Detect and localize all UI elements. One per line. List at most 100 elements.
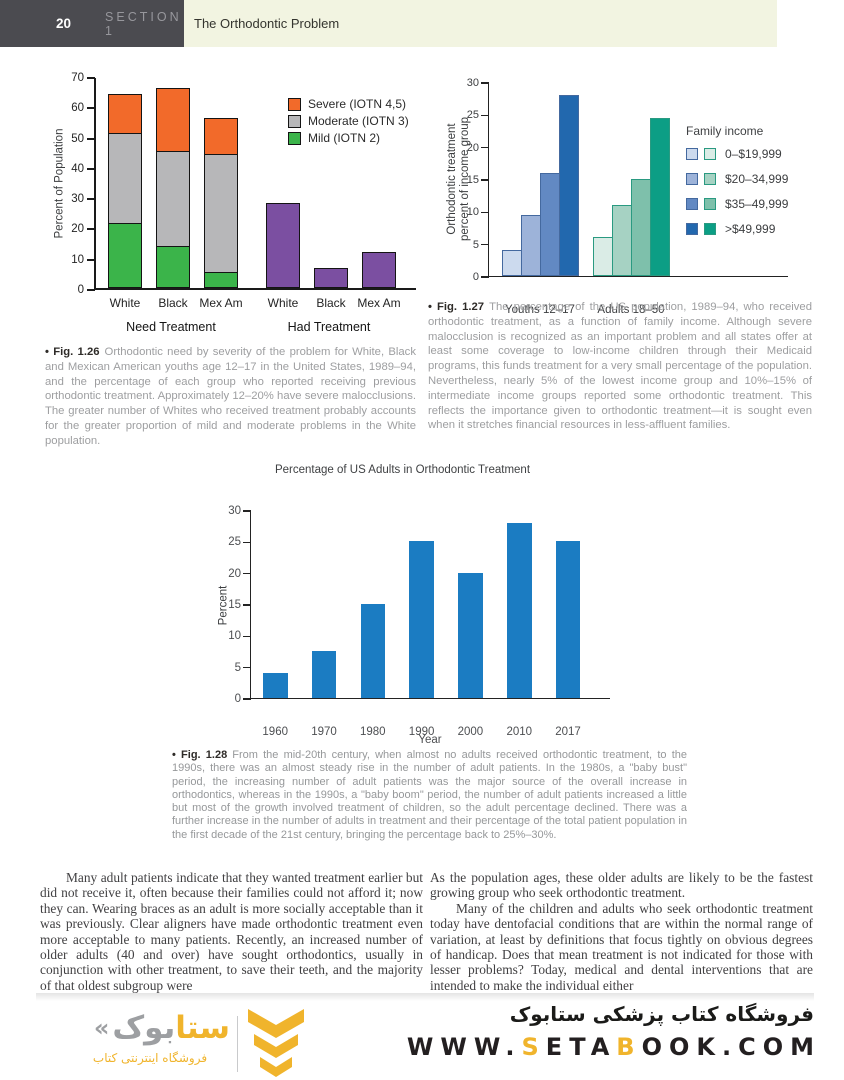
fig128-bar [507,522,532,698]
fig127-group-label: Youths 12–17 [505,304,575,316]
fig128-y-tick-label: 0 [234,693,241,705]
fig126-legend-item: Mild (IOTN 2) [288,131,409,145]
fig128-y-tick-label: 15 [228,599,241,611]
fig128-y-tick [243,510,251,512]
fig126-y-tick-label: 50 [71,132,84,145]
fig127-legend-item: $20–34,999 [686,172,788,186]
fig127-bar [593,237,613,276]
fig128-x-tick-label: 2000 [457,726,484,738]
fig126-legend-item: Moderate (IOTN 3) [288,114,409,128]
fig127-y-tick-label: 10 [466,206,479,219]
fig127-legend-label: 0–$19,999 [725,147,782,161]
fig128-bar [311,651,337,698]
fig127-legend-swatch-green [704,148,716,160]
fig128-plot-area: Percent 0 5 10 15 20 25 30 1960 1970 1980 1990 2000… [218,505,610,738]
fig126-bar-segment [314,268,348,288]
fig127-y-tick-label: 5 [472,238,479,251]
fig126-y-tick-label: 10 [71,253,84,266]
header-page-block: 20 SECTION 1 [0,0,184,47]
fig127-legend-swatch-green [704,223,716,235]
fig128-y-tick [243,635,251,638]
fig126-caption-text: Orthodontic need by severity of the prob… [45,346,416,447]
fig127-legend-swatch-blue [686,173,698,185]
page-cut-shadow [36,993,814,1001]
fig127-legend-title: Family income [686,124,764,138]
fig127-legend-label: >$49,999 [725,222,776,236]
fig128-y-tick [243,666,251,669]
website-letter-group: OOK.COM [641,1033,821,1061]
fig126-legend-label: Moderate (IOTN 3) [308,114,409,128]
fig128-x-tick-label: 1960 [262,726,288,738]
website-letter-group: S [521,1033,546,1061]
fig127-y-tick-label: 30 [466,77,479,89]
fig127-y-tick-label: 15 [466,174,479,186]
fig126-x-category-label: White [267,296,299,310]
fig126-bar [108,94,142,289]
fig126-bar-segment [362,251,396,288]
section-label: SECTION 1 [105,9,182,38]
fig127-bar [631,179,651,276]
fig128-y-tick-label: 5 [234,661,241,674]
fig128-x-tick-label: 1990 [408,726,435,738]
fig126-x-category-label: Mex Am [199,296,243,310]
fig127-y-tick [481,243,489,246]
fig126-x-category-label: Mex Am [357,296,401,310]
footer-tagline: فروشگاه کتاب پزشکی ستابوک [509,1002,814,1026]
fig127-bar [612,204,632,276]
fig128-caption-label: • Fig. 1.28 [172,749,228,761]
fig126-y-tick [87,137,95,140]
fig126-y-tick-label: 40 [71,162,84,175]
fig128-y-tick-label: 10 [228,630,241,643]
fig126-group-label-need-treatment: Need Treatment [126,320,216,334]
fig128-x-tick-label: 2010 [506,726,533,738]
fig128-bar [409,541,434,698]
fig126-x-category-label: White [109,296,141,310]
fig127-legend-swatch-blue [686,148,698,160]
fig126-bar-segment [108,224,142,289]
fig126-y-tick [87,258,95,261]
figure-1-26: Percent of Population 0 10 20 30 40 50 60 70 Whi… [42,62,440,347]
fig127-y-tick [481,82,489,84]
fig128-x-axis-label: Year [418,734,442,746]
fig128-bar [263,672,288,698]
fig127-y-tick [481,114,489,117]
fig126-y-tick [87,228,95,231]
fig127-y-tick [481,211,489,214]
fig126-y-tick [87,289,95,291]
fig127-group-label: Adults 18–50 [597,304,665,316]
fig126-legend-swatch [288,114,301,128]
fig127-bar [521,214,541,276]
fig127-legend-swatch-green [704,173,716,185]
fig126-group-label-had-treatment: Had Treatment [287,320,371,334]
page-header: 20 SECTION 1 The Orthodontic Problem [0,0,844,47]
website-letter-group: WWW. [406,1033,522,1061]
fig126-bar [362,251,396,288]
header-title-block: The Orthodontic Problem [184,0,777,47]
fig126-bar-segment [204,272,238,288]
fig127-y-tick [481,179,489,181]
logo-subtitle: فروشگاه اینترنتی کتاب [92,1051,208,1065]
fig126-x-category-label: Black [316,296,346,310]
fig126-bar [266,203,300,288]
fig127-legend-label: $20–34,999 [725,172,789,186]
logo-wordmark-gray-part: بوک [112,1010,176,1046]
fig127-y-tick [481,276,489,278]
body-paragraph: Many adult patients indicate that they w… [40,870,423,993]
fig126-bar-segment [266,203,300,288]
fig127-legend-swatch-blue [686,198,698,210]
fig126-bar-segment [108,94,142,134]
fig128-x-tick-label: 1980 [360,726,386,738]
fig126-y-tick-label: 20 [71,223,84,236]
fig126-legend-swatch [288,97,301,111]
fig126-legend-label: Severe (IOTN 4,5) [308,97,407,111]
fig127-bar [559,94,579,276]
logo-wordmark-yellow-part: ستا [175,1010,230,1046]
fig126-bar-segment [156,151,190,248]
fig128-bar [360,604,386,698]
fig127-legend-swatch-green [704,198,716,210]
fig126-legend: Severe (IOTN 4,5) Moderate (IOTN 3) Mild (… [288,97,409,148]
fig126-caption-label: • Fig. 1.26 [45,346,100,358]
fig126-y-tick-label: 60 [71,102,84,115]
fig126-bar-segment [204,154,238,273]
fig127-legend-item: 0–$19,999 [686,147,788,161]
